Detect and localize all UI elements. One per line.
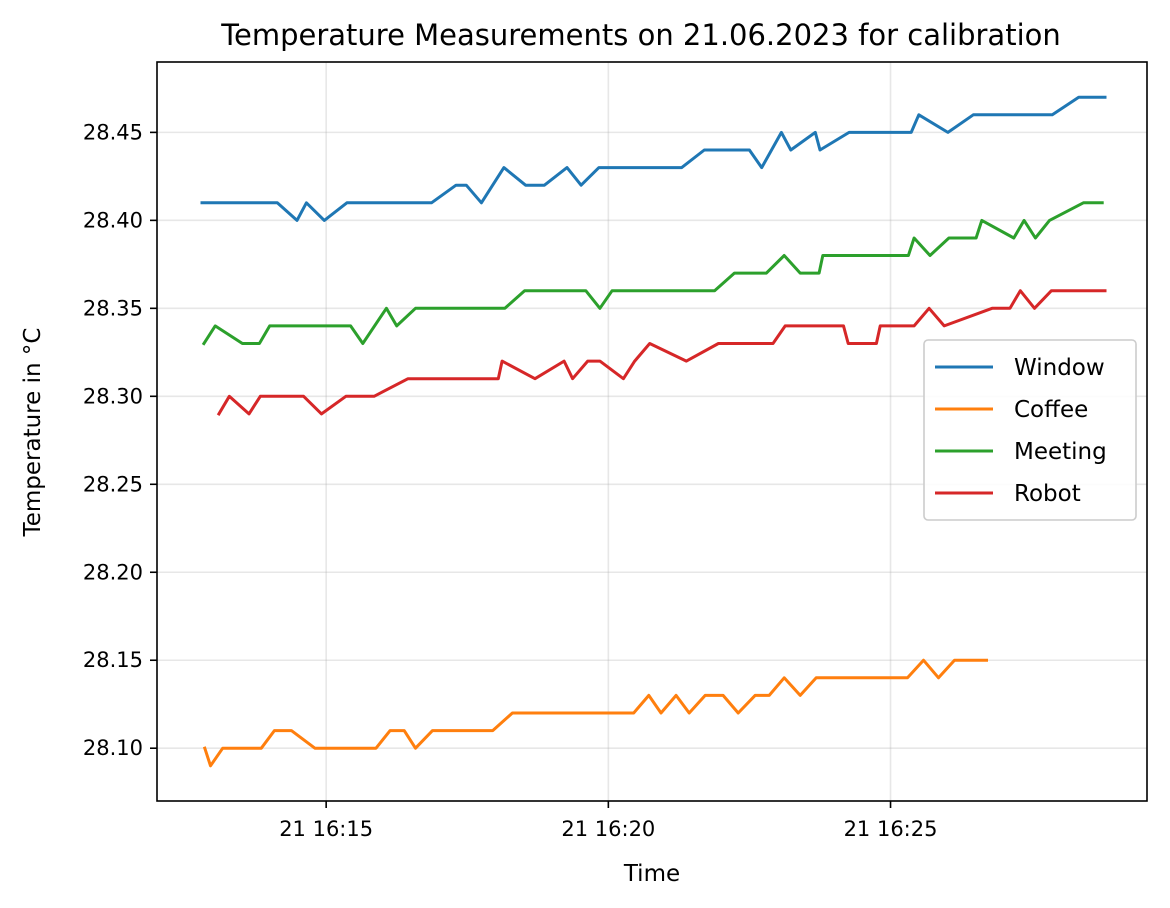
chart-title: Temperature Measurements on 21.06.2023 f… bbox=[220, 18, 1061, 52]
legend-label-meeting: Meeting bbox=[1014, 439, 1107, 465]
series-line-meeting bbox=[201, 201, 1104, 346]
y-tick-label: 28.40 bbox=[83, 208, 143, 232]
y-tick-label: 28.30 bbox=[83, 384, 143, 408]
series-line-coffee bbox=[202, 658, 988, 768]
series-layer bbox=[200, 95, 1107, 768]
y-tick-label: 28.15 bbox=[83, 648, 143, 672]
x-axis-label: Time bbox=[623, 861, 680, 887]
legend-label-window: Window bbox=[1014, 355, 1105, 381]
y-tick-label: 28.45 bbox=[83, 120, 143, 144]
legend-box bbox=[923, 339, 1137, 521]
y-tick-label: 28.25 bbox=[83, 472, 143, 496]
y-tick-label: 28.20 bbox=[83, 560, 143, 584]
legend: Window Coffee Meeting Robot bbox=[923, 339, 1137, 521]
x-tick-label: 21 16:25 bbox=[844, 817, 938, 841]
legend-label-robot: Robot bbox=[1014, 481, 1081, 507]
grid-layer bbox=[157, 62, 1147, 801]
tick-layer: 28.10 28.15 28.20 28.25 28.30 28.35 28.40 28.45… bbox=[83, 120, 938, 841]
series-line-robot bbox=[216, 289, 1107, 416]
legend-label-coffee: Coffee bbox=[1014, 397, 1088, 423]
x-tick-label: 21 16:20 bbox=[561, 817, 655, 841]
y-tick-label: 28.10 bbox=[83, 736, 143, 760]
x-tick-label: 21 16:15 bbox=[279, 817, 373, 841]
series-line-window bbox=[200, 95, 1107, 222]
y-tick-label: 28.35 bbox=[83, 296, 143, 320]
y-axis-label: Temperature in °C bbox=[20, 328, 46, 538]
plot-area-frame bbox=[156, 61, 1148, 802]
legend-items: Window Coffee Meeting Robot bbox=[935, 355, 1107, 507]
